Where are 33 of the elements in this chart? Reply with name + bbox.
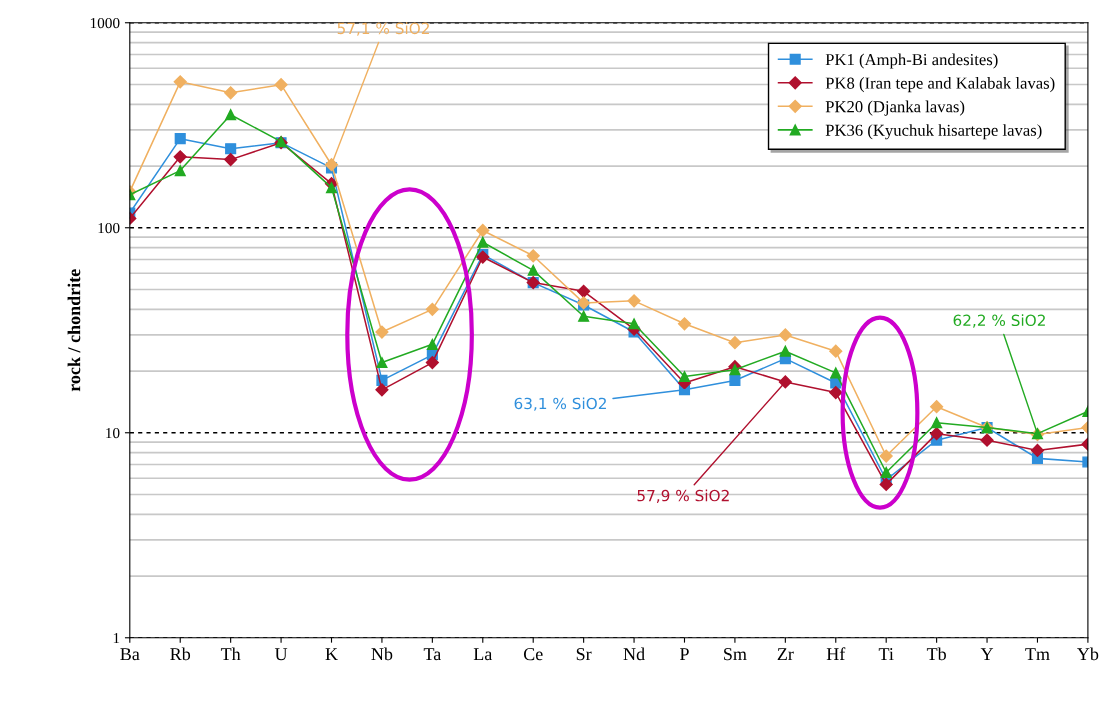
x-tick-label: Ce [523,648,543,661]
annotation: 57,1 % SiO2 [337,22,429,36]
x-tick-label: Nb [371,647,393,661]
annotation: 63,1 % SiO2 [514,397,606,411]
x-tick-label: Nd [623,647,645,661]
x-tick-label: Yb [1077,647,1099,661]
x-tick-label: Tb [926,647,946,661]
legend-label: PK1 (Amph-Bi andesites) [825,53,998,69]
x-tick-label: Th [220,647,241,661]
x-tick-label: K [325,648,338,661]
x-tick-label: Rb [170,647,191,661]
x-tick-label: U [274,648,288,661]
annotation: 57,9 % SiO2 [637,489,729,503]
y-tick-label: 1 [113,632,120,644]
y-axis-title: rock / chondrite [67,269,81,392]
x-tick-label: P [679,648,689,661]
legend-label: PK8 (Iran tepe and Kalabak lavas) [825,77,1055,93]
x-tick-label: Sm [724,648,747,661]
x-tick-label: Ba [120,648,140,661]
legend-label: PK20 (Djanka lavas) [825,100,965,116]
annotation: 62,2 % SiO2 [953,314,1045,328]
y-tick-label: 100 [98,222,120,234]
y-tick-label: 1000 [90,17,120,29]
x-tick-label: Y [980,648,994,661]
x-tick-label: Tm [1025,648,1050,661]
x-tick-label: Ti [878,648,894,661]
y-tick-label: 10 [106,427,120,439]
x-tick-label: Sr [576,648,592,661]
x-tick-label: Ta [423,648,441,661]
x-tick-label: Hf [826,647,846,661]
legend-label: PK36 (Kyuchuk hisartepe lavas) [825,124,1042,140]
x-tick-label: Zr [777,648,794,661]
x-tick-label: La [473,648,493,661]
